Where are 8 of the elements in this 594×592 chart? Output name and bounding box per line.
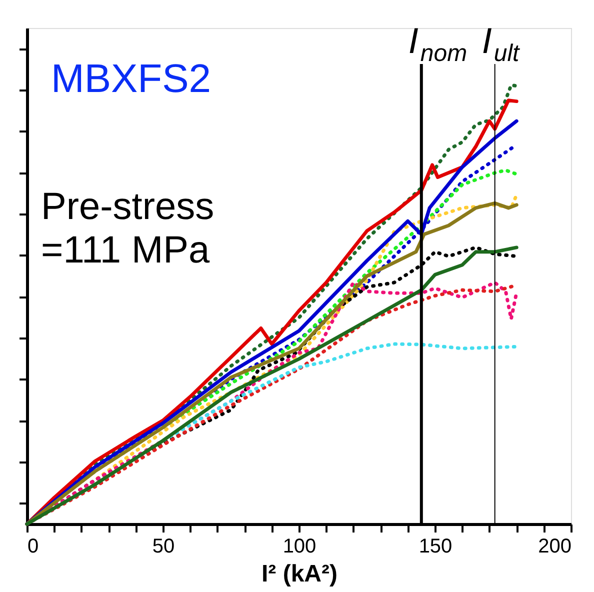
x-tick-label: 50 bbox=[152, 536, 175, 558]
annotation: Pre-stress =111 MPa bbox=[41, 186, 214, 272]
x-tick-label: 150 bbox=[418, 536, 452, 558]
x-axis-title: I² (kA²) bbox=[262, 560, 338, 588]
x-tick-label: 200 bbox=[538, 536, 572, 558]
x-tick-label: 0 bbox=[28, 536, 39, 558]
annotation: MBXFS2 bbox=[51, 57, 212, 101]
x-tick-label: 100 bbox=[282, 536, 316, 558]
